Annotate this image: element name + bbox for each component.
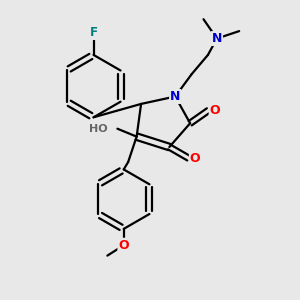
Text: N: N bbox=[212, 32, 222, 45]
Text: O: O bbox=[118, 239, 129, 252]
Text: O: O bbox=[190, 152, 200, 165]
Text: O: O bbox=[210, 104, 220, 117]
Text: F: F bbox=[89, 26, 98, 39]
Text: HO: HO bbox=[89, 124, 108, 134]
Text: N: N bbox=[170, 90, 181, 103]
